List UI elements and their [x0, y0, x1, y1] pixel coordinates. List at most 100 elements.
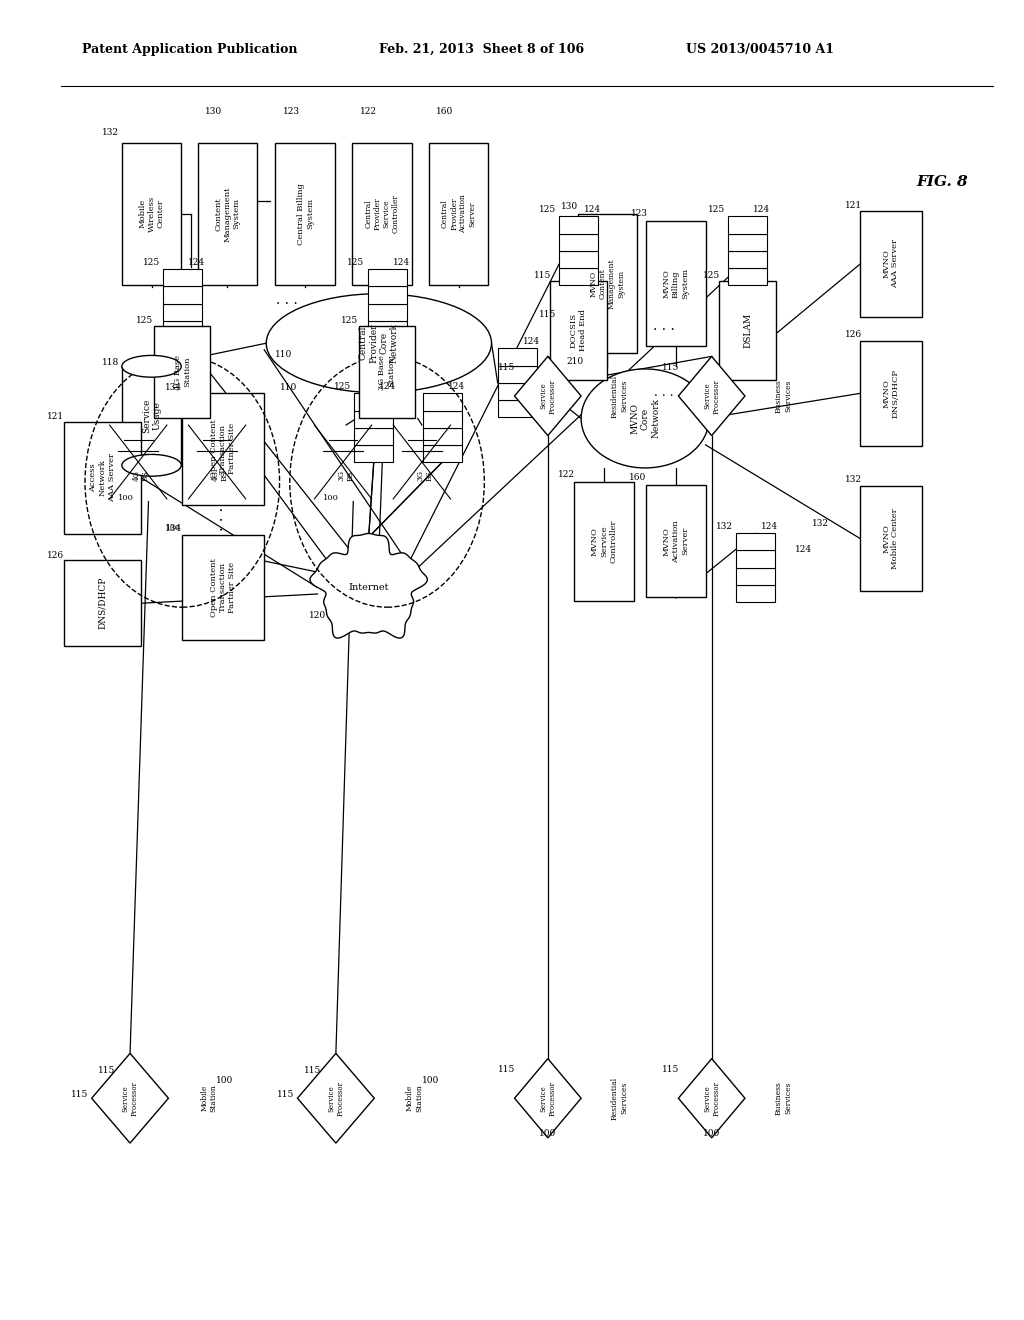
Bar: [182, 393, 264, 504]
Text: 110: 110: [274, 350, 292, 359]
Text: Business
Services: Business Services: [775, 1081, 792, 1115]
Bar: [551, 281, 606, 380]
Text: 115: 115: [498, 1065, 515, 1074]
Text: 3G Base
Station: 3G Base Station: [379, 355, 395, 389]
Bar: [498, 348, 537, 366]
Bar: [354, 445, 393, 462]
Bar: [559, 234, 598, 251]
Bar: [559, 251, 598, 268]
Text: DNS/DHCP: DNS/DHCP: [98, 577, 106, 630]
Text: Service
Processor: Service Processor: [703, 379, 720, 413]
Text: Central
Provider
Service
Controller: Central Provider Service Controller: [365, 194, 399, 234]
Polygon shape: [678, 356, 744, 436]
Text: Business
Services: Business Services: [775, 379, 792, 413]
Bar: [728, 234, 767, 251]
Text: Mobile
Wireless
Center: Mobile Wireless Center: [138, 195, 165, 232]
Text: Open Content
Transaction
Partner Site: Open Content Transaction Partner Site: [210, 558, 237, 616]
Bar: [429, 143, 488, 285]
Ellipse shape: [122, 355, 181, 378]
Text: 130: 130: [561, 202, 579, 211]
Polygon shape: [92, 1053, 168, 1143]
Text: 122: 122: [557, 470, 574, 479]
Bar: [354, 393, 393, 411]
Bar: [860, 486, 922, 591]
Text: 118: 118: [101, 358, 119, 367]
Text: 132: 132: [716, 521, 733, 531]
Bar: [860, 341, 922, 446]
Bar: [163, 304, 202, 321]
Text: 210: 210: [566, 356, 584, 366]
Text: 125: 125: [142, 257, 160, 267]
Text: 125: 125: [341, 315, 358, 325]
Bar: [646, 220, 706, 346]
Bar: [368, 286, 407, 304]
Polygon shape: [678, 1059, 744, 1138]
Text: Central Billing
System: Central Billing System: [297, 183, 313, 244]
Text: 124: 124: [447, 381, 465, 391]
Text: MVNO
Content
Management
System: MVNO Content Management System: [590, 259, 625, 309]
Text: MVNO
Activation
Server: MVNO Activation Server: [663, 520, 689, 562]
Text: 4G Base
Station: 4G Base Station: [174, 355, 190, 389]
Text: 4G
BS: 4G BS: [212, 470, 228, 480]
Bar: [182, 535, 264, 640]
Text: 100: 100: [540, 1129, 556, 1138]
Bar: [559, 268, 598, 285]
Text: 115: 115: [534, 271, 551, 280]
Text: 160: 160: [436, 107, 454, 116]
Text: Residential
Services: Residential Services: [611, 1077, 628, 1119]
Text: 3G
BS: 3G BS: [338, 470, 354, 480]
Text: 115: 115: [278, 1090, 295, 1098]
Text: 160: 160: [629, 473, 646, 482]
Bar: [498, 366, 537, 383]
Bar: [358, 326, 416, 418]
Bar: [719, 281, 776, 380]
Text: 126: 126: [47, 550, 65, 560]
Text: 124: 124: [187, 257, 205, 267]
Bar: [163, 286, 202, 304]
Bar: [352, 143, 412, 285]
Text: 125: 125: [136, 315, 154, 325]
Text: MVNO
Core
Network: MVNO Core Network: [630, 399, 660, 438]
Text: 134: 134: [165, 524, 182, 533]
Text: · · ·: · · ·: [653, 389, 674, 403]
Bar: [574, 482, 634, 601]
Text: 126: 126: [845, 330, 862, 339]
Text: 115: 115: [662, 363, 679, 372]
Text: Internet: Internet: [348, 583, 389, 591]
Text: 124: 124: [392, 257, 410, 267]
Text: 110: 110: [280, 383, 297, 392]
Text: DOCSIS
Head End: DOCSIS Head End: [570, 309, 587, 351]
Text: 115: 115: [72, 1090, 88, 1098]
Bar: [736, 550, 775, 568]
Text: · · ·: · · ·: [216, 507, 230, 531]
Text: 130: 130: [205, 107, 222, 116]
Bar: [498, 400, 537, 417]
Bar: [423, 428, 462, 445]
Text: 125: 125: [708, 205, 725, 214]
Ellipse shape: [582, 368, 709, 467]
Text: 125: 125: [334, 381, 351, 391]
Text: 115: 115: [98, 1067, 115, 1076]
Text: MVNO
Mobile Center: MVNO Mobile Center: [883, 508, 899, 569]
Text: 132: 132: [101, 128, 119, 137]
Bar: [163, 321, 202, 338]
Bar: [63, 560, 141, 645]
Text: Service
Usage: Service Usage: [142, 399, 161, 433]
Bar: [275, 143, 335, 285]
Text: FIG. 8: FIG. 8: [916, 176, 968, 189]
Bar: [368, 321, 407, 338]
Text: 100: 100: [216, 1076, 232, 1085]
Bar: [860, 211, 922, 317]
Text: MVNO
DNS/DHCP: MVNO DNS/DHCP: [883, 368, 899, 418]
Text: Service
Processor: Service Processor: [540, 1081, 556, 1115]
Text: Content
Management
System: Content Management System: [214, 186, 241, 242]
Text: Service
Processor: Service Processor: [703, 1081, 720, 1115]
Text: 124: 124: [761, 521, 778, 531]
Text: 125: 125: [539, 205, 556, 214]
PathPatch shape: [310, 533, 427, 638]
Text: Patent Application Publication: Patent Application Publication: [82, 42, 297, 55]
Bar: [736, 568, 775, 585]
Bar: [736, 585, 775, 602]
Bar: [728, 216, 767, 234]
Text: MVNO
AAA Server: MVNO AAA Server: [883, 239, 899, 289]
